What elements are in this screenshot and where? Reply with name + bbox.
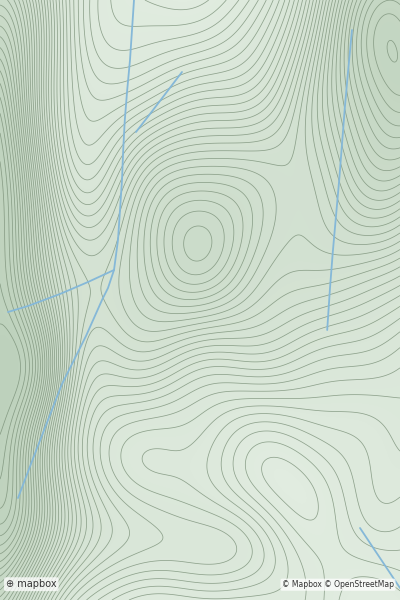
Text: © Mapbox © OpenStreetMap: © Mapbox © OpenStreetMap xyxy=(282,580,394,589)
Text: ⊕ mapbox: ⊕ mapbox xyxy=(6,579,57,589)
